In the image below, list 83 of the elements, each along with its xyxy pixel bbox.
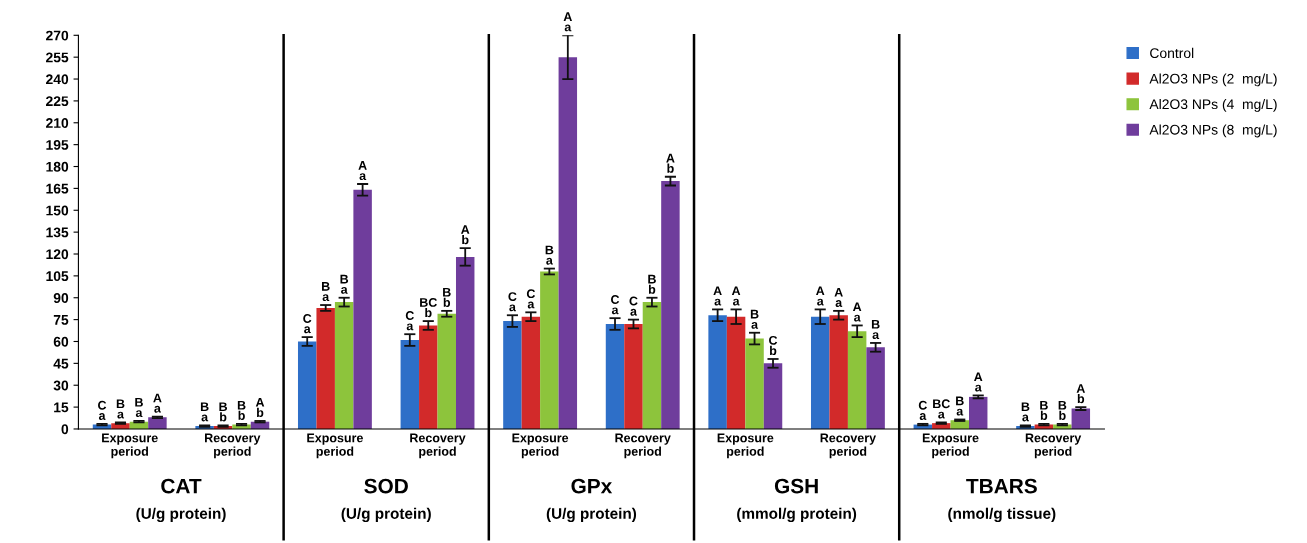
data-label: C a	[611, 295, 620, 315]
data-label: A a	[713, 286, 722, 306]
data-label: B a	[956, 396, 964, 416]
x-tick-label: Recovery period	[410, 433, 466, 459]
legend-label: Al2O3 NPs (2 mg/L)	[1149, 73, 1277, 87]
data-label: A a	[816, 286, 825, 306]
text: (nmol/g tissue)	[948, 507, 1056, 523]
y-tick-label: 165	[46, 183, 69, 194]
text: (U/g protein)	[136, 507, 226, 523]
x-tick-label: Recovery period	[1025, 433, 1082, 459]
data-label: BC a	[933, 399, 950, 419]
data-label: B b	[219, 402, 228, 422]
text: GPx	[571, 478, 613, 494]
data-label: A b	[461, 225, 470, 245]
data-label: A a	[563, 12, 572, 32]
text: (U/g protein)	[341, 507, 431, 523]
data-label: C a	[303, 314, 312, 334]
text: (mmol/g protein)	[737, 507, 857, 523]
y-tick-label: 105	[46, 271, 69, 282]
y-tick-label: 75	[53, 315, 69, 325]
data-label: A a	[834, 287, 843, 307]
data-label: A b	[1076, 384, 1085, 404]
data-label: B b	[443, 287, 451, 307]
data-label: B a	[200, 402, 209, 422]
data-label: C a	[98, 400, 107, 420]
y-tick-label: 270	[46, 30, 69, 41]
y-tick-label: 180	[46, 161, 69, 172]
data-label: A a	[358, 161, 367, 181]
data-label: B a	[116, 399, 125, 419]
data-label: B b	[1040, 400, 1048, 420]
data-label: C a	[405, 311, 414, 331]
data-label: B b	[1058, 400, 1067, 420]
x-tick-label: Recovery period	[205, 433, 261, 459]
data-label: A a	[153, 393, 162, 413]
text: CAT	[161, 478, 202, 494]
text: (U/g protein)	[546, 507, 637, 523]
legend-label: Al2O3 NPs (8 mg/L)	[1149, 124, 1277, 138]
y-tick-label: 60	[53, 336, 69, 347]
data-label: C a	[629, 296, 638, 316]
y-tick-label: 240	[46, 74, 69, 85]
x-tick-label: Exposure period	[102, 433, 158, 459]
y-tick-label: 90	[53, 293, 69, 303]
x-tick-label: Exposure period	[512, 433, 569, 459]
x-tick-label: Recovery period	[615, 433, 671, 459]
data-label: B a	[1021, 402, 1030, 422]
y-tick-label: 135	[46, 227, 69, 238]
data-label: B a	[871, 320, 880, 340]
y-tick-label: 30	[53, 380, 69, 391]
data-label: B a	[750, 309, 759, 329]
data-label: B a	[340, 274, 349, 294]
data-label: B a	[322, 282, 330, 302]
legend-label: Control	[1150, 47, 1194, 59]
data-label: A a	[852, 302, 862, 322]
y-tick-label: 195	[46, 139, 69, 150]
y-tick-label: 120	[46, 249, 69, 260]
data-label: B b	[648, 274, 656, 294]
data-label: C a	[918, 400, 927, 420]
data-label: C b	[769, 335, 778, 356]
data-label: B a	[135, 398, 143, 418]
text: TBARS	[966, 478, 1037, 494]
x-tick-label: Exposure period	[922, 433, 979, 459]
x-tick-label: Recovery period	[820, 433, 876, 459]
legend-label: Al2O3 NPs (4 mg/L)	[1149, 98, 1277, 112]
y-tick-label: 210	[46, 118, 69, 128]
data-label: A b	[255, 398, 265, 418]
data-label: C a	[508, 292, 517, 312]
x-tick-label: Exposure period	[717, 433, 774, 459]
data-label: C a	[526, 289, 536, 309]
data-label: A a	[974, 372, 983, 392]
data-label: BC b	[420, 298, 437, 318]
y-tick-label: 255	[46, 52, 69, 63]
y-tick-label: 15	[54, 402, 69, 413]
x-tick-label: Exposure period	[307, 433, 363, 459]
y-tick-label: 45	[53, 358, 69, 369]
data-label: A b	[666, 153, 675, 173]
text: SOD	[364, 478, 408, 494]
data-label: B a	[545, 245, 554, 265]
y-tick-label: 225	[46, 96, 69, 107]
y-tick-label: 0	[61, 424, 69, 435]
data-label: A a	[731, 286, 741, 306]
y-tick-label: 150	[46, 205, 69, 216]
data-label: B b	[237, 400, 246, 420]
text: GSH	[774, 478, 818, 494]
